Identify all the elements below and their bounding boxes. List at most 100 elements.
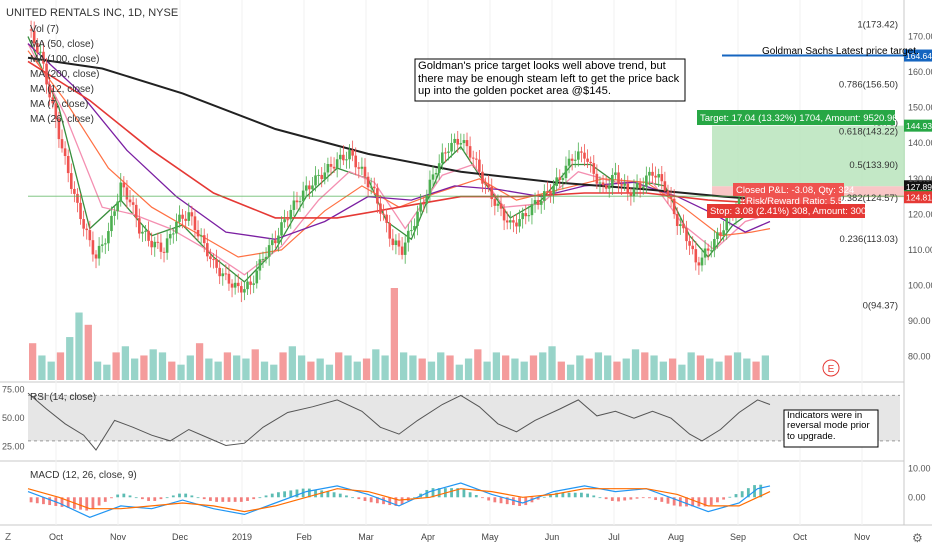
candle-body [440,152,444,164]
macd-histogram-bar [153,497,157,501]
candle-body [295,200,299,203]
candle-body [35,43,39,53]
time-tick-label: Aug [668,532,684,542]
macd-histogram-bar [270,493,274,498]
candle-body [447,151,450,153]
volume-bar [502,355,510,380]
macd-histogram-bar [524,497,528,506]
candle-body [444,152,447,154]
candle-body [558,177,562,180]
volume-bar [390,288,398,380]
macd-histogram-bar [85,497,89,511]
macd-histogram-bar [140,497,144,500]
candle-body [261,258,265,260]
macd-histogram-bar [623,497,627,501]
macd-histogram-bar [728,496,732,498]
candle-body [626,183,630,193]
ma-line [27,43,771,240]
macd-histogram-bar [178,493,181,498]
candle-body [669,194,673,199]
candle-body [694,249,698,263]
candle-body [638,182,642,189]
candle-body [490,186,494,200]
volume-bar [186,355,194,380]
volume-bar [344,355,352,380]
macd-histogram-bar [716,497,719,503]
candle-body [450,142,453,152]
candle-body [654,175,657,178]
candle-body [586,158,589,162]
rsi-note-text: Indicators were in reversal mode prior t… [787,411,870,442]
time-tick-label: Sep [730,532,746,542]
candle-body [42,51,45,64]
candle-body [32,30,36,44]
macd-histogram-bar [666,497,670,504]
svg-text:E: E [828,364,835,375]
candle-body [725,217,729,231]
candle-body [329,164,333,167]
earnings-marker[interactable]: E [822,359,840,377]
macd-histogram-bar [48,497,52,506]
macd-histogram-bar [264,495,268,498]
legend-item: MA (7, close) [30,99,88,110]
candle-body [580,151,583,153]
macd-histogram-bar [580,492,583,498]
candle-body [700,257,704,266]
candle-body [422,203,426,205]
volume-bar [307,361,315,380]
candle-body [499,203,503,209]
macd-histogram-bar [746,488,750,498]
macd-histogram-bar [759,484,763,498]
price-tick-label: 170.00 [908,31,932,41]
volume-bar [511,358,519,380]
candle-body [82,219,85,229]
candle-body [125,187,129,200]
candle-body [682,224,685,229]
volume-bar [492,352,501,380]
rsi-tick-label: 25.00 [2,442,25,452]
candle-body [601,182,605,186]
candle-body [122,182,126,188]
candle-body [323,172,327,180]
candle-body [487,184,490,187]
macd-histogram-bar [604,497,608,500]
candle-body [304,185,308,191]
volume-bar [260,361,269,380]
candle-body [471,157,475,159]
candle-body [94,254,98,259]
candle-body [623,183,626,186]
volume-bar [233,355,241,380]
macd-histogram-bar [66,497,70,508]
macd-histogram-bar [97,497,101,506]
price-tick-label: 90.00 [908,316,931,326]
candle-body [116,201,119,212]
timezone-icon[interactable]: Z [5,532,11,543]
macd-histogram-bar [147,497,150,501]
candle-body [524,213,528,217]
candle-body [184,218,187,221]
candle-body [202,235,206,244]
candle-body [224,273,228,275]
candle-body [533,200,537,205]
volume-bar [464,358,473,380]
settings-gear-icon[interactable]: ⚙ [912,531,923,545]
candle-body [270,240,274,246]
candle-body [233,282,237,288]
macd-histogram-bar [635,497,639,499]
candle-body [354,155,358,168]
candle-body [45,63,48,85]
candle-body [249,281,252,285]
candle-body [462,140,466,144]
annotation-box: Goldman's price target looks well above … [414,58,686,102]
candle-body [648,171,651,176]
candle-body [549,191,552,195]
macd-histogram-bar [295,489,299,498]
candle-body [722,230,725,236]
volume-bar [678,364,686,380]
macd-histogram-bar [450,488,453,498]
candle-body [54,103,58,119]
candle-body [697,262,701,266]
candle-body [286,219,289,221]
volume-bar [650,355,658,380]
candle-body [100,244,104,246]
